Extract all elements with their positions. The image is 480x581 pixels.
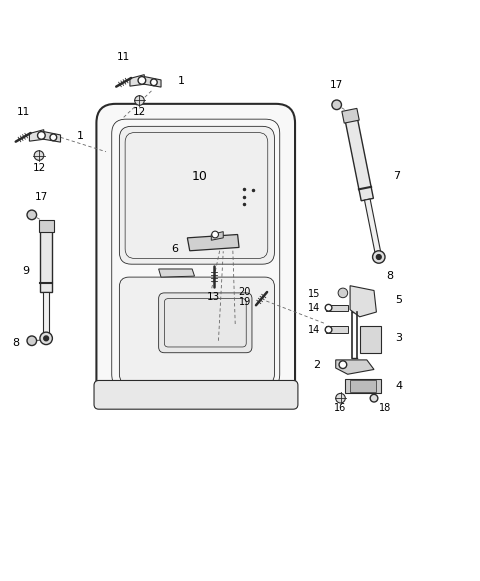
- FancyBboxPatch shape: [94, 381, 298, 409]
- Polygon shape: [326, 305, 348, 311]
- Text: 12: 12: [32, 163, 46, 173]
- Circle shape: [27, 210, 36, 220]
- Polygon shape: [326, 327, 348, 332]
- Polygon shape: [342, 109, 359, 123]
- Circle shape: [338, 288, 348, 297]
- FancyBboxPatch shape: [120, 277, 275, 384]
- Text: 9: 9: [22, 266, 29, 277]
- Polygon shape: [158, 269, 194, 277]
- Circle shape: [372, 251, 385, 263]
- Polygon shape: [344, 112, 373, 201]
- Text: 10: 10: [192, 170, 207, 183]
- Text: 6: 6: [171, 244, 178, 254]
- Polygon shape: [336, 360, 374, 374]
- Text: 15: 15: [308, 289, 320, 299]
- Text: 17: 17: [35, 192, 48, 202]
- Text: 18: 18: [379, 403, 391, 413]
- Text: 17: 17: [330, 80, 343, 91]
- Circle shape: [151, 79, 157, 85]
- Circle shape: [37, 132, 45, 139]
- FancyBboxPatch shape: [120, 126, 275, 264]
- Text: 14: 14: [308, 303, 320, 313]
- Polygon shape: [29, 130, 44, 141]
- Text: 7: 7: [393, 171, 400, 181]
- Polygon shape: [44, 132, 60, 142]
- Text: 16: 16: [335, 403, 347, 413]
- Polygon shape: [364, 199, 382, 257]
- Circle shape: [376, 254, 381, 259]
- Polygon shape: [360, 327, 381, 353]
- Polygon shape: [40, 224, 52, 292]
- Polygon shape: [38, 220, 54, 232]
- Text: 5: 5: [396, 295, 403, 305]
- Circle shape: [135, 96, 144, 105]
- Text: 11: 11: [117, 52, 131, 62]
- FancyBboxPatch shape: [158, 293, 252, 353]
- Text: 2: 2: [313, 360, 320, 370]
- Text: 13: 13: [207, 292, 220, 302]
- Circle shape: [332, 100, 341, 110]
- Text: 3: 3: [396, 333, 403, 343]
- Circle shape: [325, 304, 332, 311]
- FancyBboxPatch shape: [96, 104, 295, 403]
- Text: 14: 14: [308, 325, 320, 335]
- Text: 19: 19: [239, 297, 251, 307]
- Circle shape: [27, 336, 36, 346]
- Text: 1: 1: [178, 76, 185, 86]
- Circle shape: [40, 332, 52, 345]
- Text: 20: 20: [239, 288, 251, 297]
- Text: 8: 8: [12, 338, 20, 348]
- Polygon shape: [130, 74, 144, 86]
- Circle shape: [336, 393, 345, 403]
- Circle shape: [370, 394, 378, 402]
- Text: 4: 4: [396, 381, 403, 391]
- Polygon shape: [43, 292, 49, 338]
- Text: 11: 11: [17, 107, 30, 117]
- Polygon shape: [187, 235, 239, 251]
- Text: 12: 12: [133, 107, 146, 117]
- Circle shape: [44, 336, 48, 340]
- Circle shape: [212, 231, 218, 238]
- Circle shape: [325, 327, 332, 333]
- Polygon shape: [350, 286, 376, 317]
- Circle shape: [138, 77, 146, 84]
- Circle shape: [34, 150, 44, 160]
- Polygon shape: [350, 381, 376, 392]
- Polygon shape: [211, 232, 223, 241]
- Polygon shape: [345, 379, 381, 393]
- Circle shape: [50, 134, 57, 141]
- Text: 8: 8: [386, 271, 393, 281]
- Text: 1: 1: [77, 131, 84, 141]
- Circle shape: [339, 361, 347, 368]
- Polygon shape: [144, 77, 161, 87]
